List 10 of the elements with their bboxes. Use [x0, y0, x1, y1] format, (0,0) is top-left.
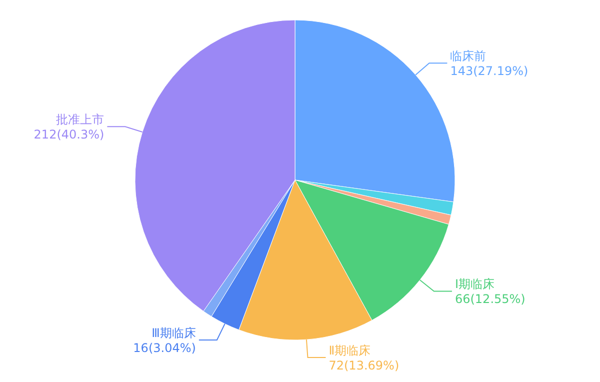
- data-label: 66(12.55%): [454, 292, 526, 306]
- data-label: 212(40.3%): [34, 128, 104, 142]
- slice-label: 临床前: [450, 49, 486, 64]
- data-label: 143(27.19%): [450, 64, 528, 78]
- slice-label: Ⅰ期临床: [454, 277, 495, 292]
- slice-label: Ⅲ期临床: [152, 326, 196, 340]
- slice-label: Ⅱ期临床: [328, 344, 371, 358]
- slice-label: 批准上市: [56, 112, 104, 127]
- data-label: 72(13.69%): [328, 358, 400, 373]
- data-label: 16(3.04%): [133, 340, 196, 355]
